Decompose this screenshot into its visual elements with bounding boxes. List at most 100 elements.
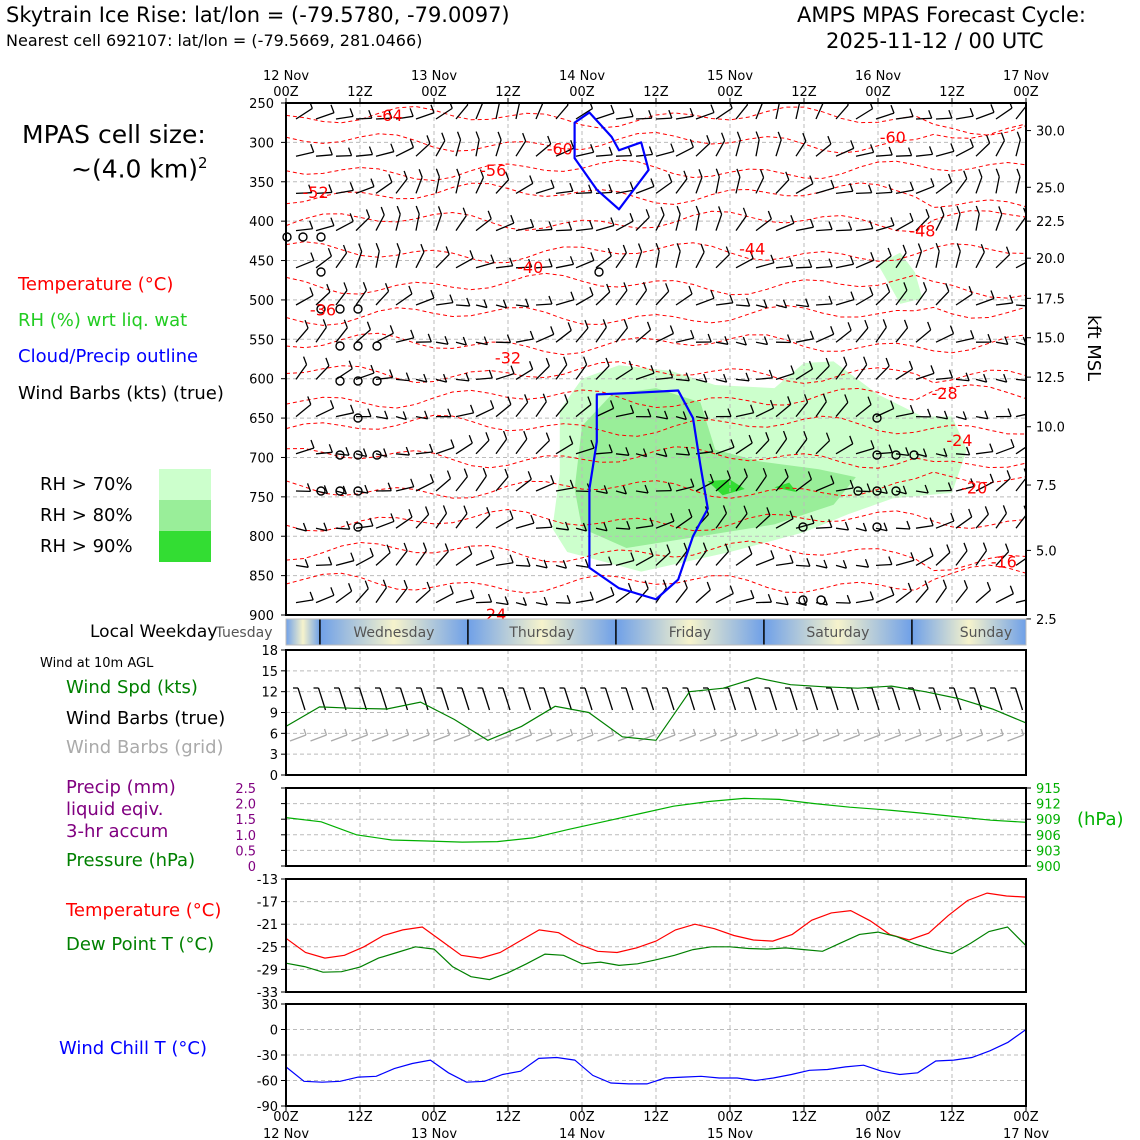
- wind-barb-feather: [442, 505, 448, 514]
- wind-barb-staff: [515, 522, 535, 529]
- calm-circle: [594, 267, 604, 277]
- wind-barb-staff: [795, 266, 812, 269]
- y2-tick-label: 25.0: [1036, 181, 1065, 196]
- wind-barb-feather: [547, 135, 552, 145]
- wind-barb-feather: [676, 243, 681, 252]
- wind-barb-feather: [942, 579, 947, 588]
- wind-barb-staff: [955, 146, 974, 157]
- wind-barb-staff: [415, 251, 425, 269]
- temperature-contour-label: -60: [880, 128, 906, 147]
- wind-barb-staff: [775, 562, 794, 567]
- wind-barb-staff: [415, 550, 427, 566]
- precip-tick-label: 0: [248, 860, 256, 875]
- wind-barb-staff: [755, 262, 775, 269]
- wind-barb-staff: [735, 104, 749, 120]
- temperature-contour-label: -44: [739, 240, 765, 259]
- surface-barb-grid-feather: [672, 728, 676, 736]
- wind-barb-feather: [822, 103, 824, 104]
- wind-barb-staff: [815, 303, 833, 306]
- y-tick-label: 400: [249, 215, 274, 230]
- wind-barb-staff: [675, 378, 690, 382]
- precip-tick-label: 2.0: [235, 798, 256, 813]
- wind-barb-feather: [683, 579, 688, 589]
- wind-barb-staff: [355, 372, 375, 381]
- wind-barb-feather: [429, 473, 434, 483]
- wind-barb-feather: [310, 439, 315, 449]
- wind-barb-staff: [775, 103, 780, 120]
- wind-barb-feather: [676, 205, 681, 215]
- wind-barb-staff: [935, 415, 948, 420]
- wind-barb-staff: [975, 513, 989, 529]
- wind-barb-feather: [648, 146, 654, 155]
- wind-barb-staff: [695, 589, 711, 604]
- wind-barb-staff: [655, 453, 667, 458]
- wind-barb-staff: [1015, 176, 1021, 194]
- wind-barb-staff: [955, 251, 961, 268]
- wind-barb-feather: [948, 369, 954, 379]
- x-top-hour: 00Z: [569, 85, 595, 100]
- wind-barb-staff: [515, 601, 527, 607]
- calm-circle: [353, 486, 363, 496]
- wind-barb-staff: [835, 190, 853, 195]
- wind-barb-feather: [545, 357, 550, 367]
- wind-barb-staff: [975, 451, 993, 455]
- wind-barb-staff: [835, 601, 851, 604]
- surface-barb-grid: [925, 734, 942, 742]
- temperature-contour-line: [286, 508, 1026, 532]
- y-tick-label: 3: [270, 748, 278, 763]
- wind-barb-staff: [495, 103, 501, 120]
- wind-barb-staff: [495, 601, 509, 606]
- wind-barb-staff: [455, 139, 462, 157]
- y-tick-label: 18: [261, 644, 278, 659]
- wind-barb-staff: [335, 220, 354, 232]
- wind-barb-feather: [807, 471, 813, 480]
- calm-circle: [335, 376, 345, 386]
- wind-barb-feather: [1016, 131, 1021, 140]
- wind-barb-staff: [435, 478, 451, 492]
- x-bottom-hour: 00Z: [1013, 1110, 1039, 1125]
- calm-circle: [891, 450, 901, 460]
- temperature-panel: -13 -17 -21 -25 -29 -33: [257, 873, 1027, 1001]
- wind-barb-staff: [755, 475, 767, 492]
- wind-barb-staff: [355, 525, 373, 529]
- wind-barb-feather: [720, 132, 726, 141]
- x-top-date: 16 Nov: [855, 69, 901, 84]
- wind-barb-feather: [566, 594, 571, 604]
- wind-barb-staff: [415, 142, 431, 157]
- wind-barb-staff: [935, 181, 952, 194]
- wind-barb-staff: [615, 252, 627, 269]
- wind-barb-staff: [375, 415, 388, 420]
- wind-barb-feather: [763, 299, 768, 308]
- wind-barb-staff: [835, 364, 848, 380]
- wind-barb-staff: [815, 187, 835, 195]
- wind-barb-feather: [822, 393, 827, 402]
- wind-barbs-profile: [295, 103, 1026, 607]
- wind-barb-feather: [987, 333, 992, 343]
- wind-barb-staff: [715, 254, 730, 269]
- wind-barb-staff: [455, 257, 474, 269]
- surface-barb-true: [543, 687, 552, 711]
- calm-circle: [853, 486, 863, 496]
- surface-barb-grid-feather: [385, 728, 389, 736]
- wind-barb-staff: [415, 514, 430, 529]
- wind-barb-feather: [809, 330, 815, 340]
- wind-barb-feather: [690, 329, 695, 339]
- wind-barb-feather: [629, 182, 634, 191]
- wind-barb-feather: [769, 399, 775, 409]
- wind-barb-feather: [608, 556, 613, 565]
- wind-barb-staff: [395, 550, 408, 566]
- wind-barb-feather: [349, 213, 354, 222]
- wind-barb-feather: [475, 131, 480, 140]
- surface-barb-true: [666, 687, 675, 711]
- wind-barb-staff: [415, 451, 433, 455]
- y-tick-label: -29: [257, 963, 278, 978]
- cell-size-superscript: 2: [198, 154, 208, 172]
- wind-barb-feather: [668, 109, 673, 119]
- wind-barb-staff: [875, 594, 895, 604]
- calm-circle: [798, 595, 808, 605]
- wind-barb-staff: [675, 516, 693, 529]
- wind-barb-staff: [415, 213, 420, 231]
- wind-barb-staff: [375, 376, 393, 381]
- pressure-tick-label: 903: [1036, 844, 1061, 859]
- wind-barb-feather: [844, 394, 849, 403]
